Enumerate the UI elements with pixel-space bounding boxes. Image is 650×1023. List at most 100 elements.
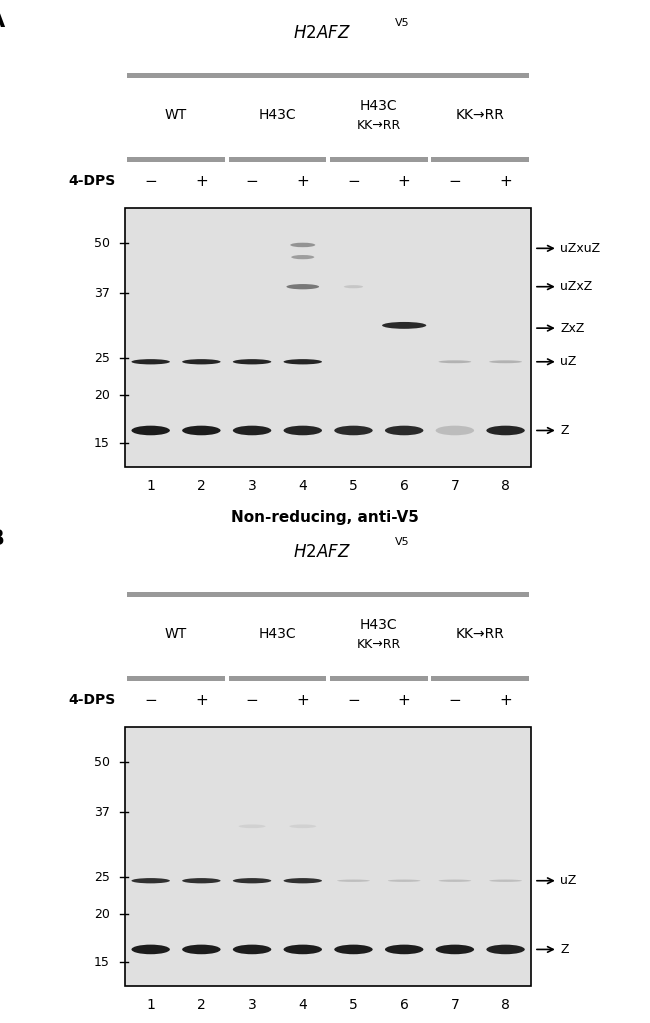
Bar	[229, 676, 326, 681]
Ellipse shape	[334, 944, 372, 954]
Ellipse shape	[334, 426, 372, 435]
Text: V5: V5	[395, 18, 410, 29]
Text: 3: 3	[248, 998, 257, 1012]
Text: ZxZ: ZxZ	[560, 321, 584, 335]
Ellipse shape	[489, 880, 522, 882]
Text: +: +	[398, 174, 411, 188]
Ellipse shape	[489, 360, 522, 363]
Text: −: −	[144, 693, 157, 708]
Text: 15: 15	[94, 955, 110, 969]
Text: +: +	[195, 174, 208, 188]
Text: −: −	[347, 174, 360, 188]
Text: +: +	[296, 693, 309, 708]
Ellipse shape	[283, 426, 322, 435]
Ellipse shape	[131, 426, 170, 435]
Text: 37: 37	[94, 286, 110, 300]
Text: 1: 1	[146, 479, 155, 493]
Text: 4-DPS: 4-DPS	[69, 174, 116, 188]
Ellipse shape	[486, 944, 525, 954]
Ellipse shape	[283, 944, 322, 954]
Ellipse shape	[486, 426, 525, 435]
Text: A: A	[0, 10, 5, 31]
Ellipse shape	[287, 284, 319, 290]
Ellipse shape	[439, 880, 471, 882]
Text: −: −	[448, 693, 461, 708]
Ellipse shape	[291, 242, 315, 248]
Ellipse shape	[283, 359, 322, 364]
Text: KK→RR: KK→RR	[456, 108, 504, 123]
Bar	[127, 676, 225, 681]
Text: 25: 25	[94, 352, 110, 365]
Text: 7: 7	[450, 998, 460, 1012]
Bar	[432, 158, 529, 162]
Text: −: −	[347, 693, 360, 708]
Ellipse shape	[291, 255, 315, 259]
Text: 8: 8	[501, 479, 510, 493]
Bar	[127, 158, 225, 162]
Text: 4-DPS: 4-DPS	[69, 693, 116, 707]
Ellipse shape	[382, 322, 426, 328]
Text: uZ: uZ	[560, 875, 577, 887]
Text: 50: 50	[94, 756, 110, 768]
Text: H43C: H43C	[259, 627, 296, 641]
Ellipse shape	[439, 360, 471, 363]
Text: 2: 2	[197, 998, 206, 1012]
Text: 20: 20	[94, 908, 110, 921]
Ellipse shape	[233, 359, 271, 364]
Ellipse shape	[344, 285, 363, 288]
Text: 6: 6	[400, 998, 409, 1012]
Text: −: −	[246, 693, 259, 708]
Text: WT: WT	[165, 627, 187, 641]
Bar	[127, 73, 529, 78]
Text: 3: 3	[248, 479, 257, 493]
Text: 8: 8	[501, 998, 510, 1012]
Text: H43C: H43C	[259, 108, 296, 123]
Ellipse shape	[233, 944, 271, 954]
Ellipse shape	[385, 426, 423, 435]
Text: −: −	[246, 174, 259, 188]
Text: 15: 15	[94, 437, 110, 450]
Text: $\mathit{H2AFZ}$: $\mathit{H2AFZ}$	[293, 543, 351, 561]
Text: uZ: uZ	[560, 355, 577, 368]
Text: 5: 5	[349, 479, 358, 493]
Ellipse shape	[233, 426, 271, 435]
Ellipse shape	[131, 944, 170, 954]
Text: 20: 20	[94, 389, 110, 402]
Text: 2: 2	[197, 479, 206, 493]
Ellipse shape	[388, 880, 421, 882]
Text: +: +	[499, 174, 512, 188]
Ellipse shape	[182, 426, 220, 435]
Bar	[330, 676, 428, 681]
Text: KK→RR: KK→RR	[456, 627, 504, 641]
Text: uZxZ: uZxZ	[560, 280, 593, 294]
Text: Z: Z	[560, 943, 569, 955]
Text: 5: 5	[349, 998, 358, 1012]
Ellipse shape	[233, 878, 271, 884]
Text: +: +	[296, 174, 309, 188]
Text: uZxuZ: uZxuZ	[560, 241, 601, 255]
Text: $\mathit{H2AFZ}$: $\mathit{H2AFZ}$	[293, 24, 351, 42]
Text: 37: 37	[94, 806, 110, 818]
Ellipse shape	[182, 359, 220, 364]
Text: +: +	[499, 693, 512, 708]
Bar	[432, 676, 529, 681]
Text: H43C: H43C	[360, 618, 398, 632]
Text: V5: V5	[395, 537, 410, 547]
Bar	[125, 726, 531, 986]
Text: 7: 7	[450, 479, 460, 493]
Text: −: −	[448, 174, 461, 188]
Ellipse shape	[436, 944, 474, 954]
Bar	[127, 592, 529, 596]
Ellipse shape	[289, 825, 316, 829]
Text: B: B	[0, 530, 5, 549]
Text: 4: 4	[298, 479, 307, 493]
Ellipse shape	[385, 944, 423, 954]
Text: 25: 25	[94, 871, 110, 884]
Ellipse shape	[337, 880, 370, 882]
Ellipse shape	[436, 426, 474, 435]
Text: 6: 6	[400, 479, 409, 493]
Text: H43C: H43C	[360, 99, 398, 113]
Text: Z: Z	[560, 424, 569, 437]
Text: KK→RR: KK→RR	[357, 119, 401, 132]
Bar	[229, 158, 326, 162]
